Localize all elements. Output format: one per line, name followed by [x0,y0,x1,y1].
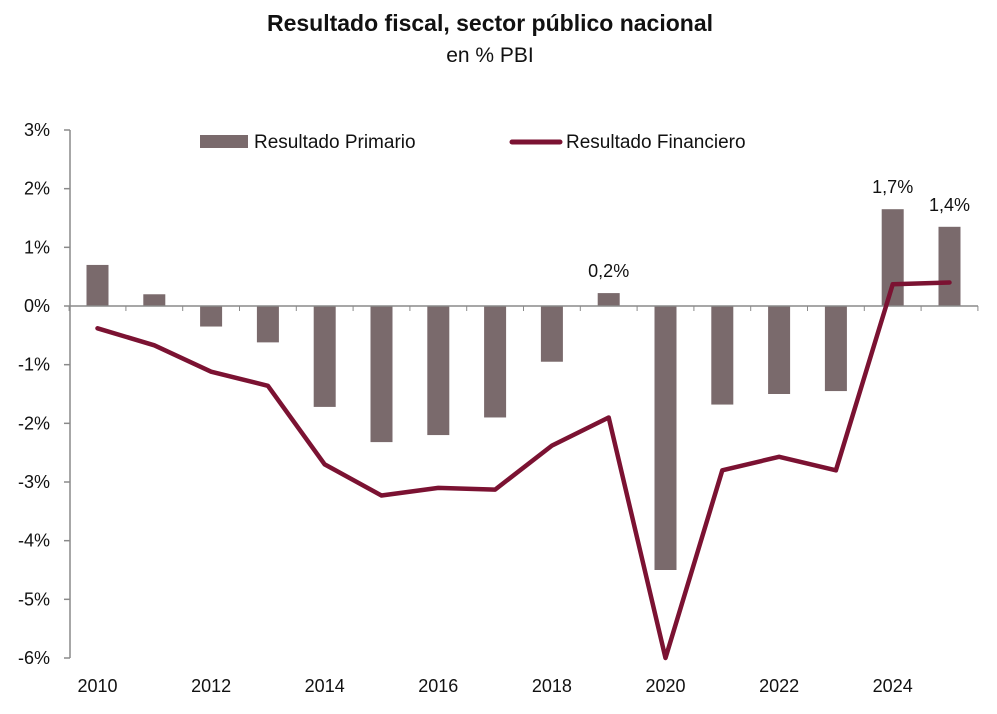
bar [540,306,563,362]
zero-line-group [68,305,979,311]
y-tick-label: 2% [24,179,50,199]
legend: Resultado Primario Resultado Financiero [200,132,746,153]
legend-label-primario: Resultado Primario [254,132,416,153]
y-tick-label: -5% [18,589,50,609]
y-tick-label: 1% [24,237,50,257]
bar [881,209,904,306]
y-tick-label: -2% [18,413,50,433]
data-label: 1,4% [929,195,970,215]
chart-title: Resultado fiscal, sector público naciona… [266,10,714,36]
bar [938,226,961,306]
bar [654,306,677,570]
data-label: 0,2% [588,261,629,281]
bar [256,306,279,343]
bar [86,264,109,306]
legend-label-financiero: Resultado Financiero [566,132,746,153]
legend-swatch-primario [200,135,248,148]
bar-series [86,209,961,570]
x-tick-label: 2024 [873,676,913,696]
bar [427,306,450,436]
bar [313,306,336,407]
bar [200,306,223,327]
y-tick-label: -6% [18,648,50,668]
x-tick-label: 2010 [77,676,117,696]
y-tick-label: 0% [24,296,50,316]
bar [768,306,791,394]
y-tick-label: -3% [18,472,50,492]
bar [824,306,847,392]
x-tick-label: 2012 [191,676,231,696]
bar [711,306,734,405]
annotations: 0,2% 1,7% 1,4% [588,177,970,281]
line-series [95,280,952,661]
bar [597,293,620,306]
y-tick-label: -4% [18,531,50,551]
bar [143,294,166,306]
y-tick-label: -1% [18,355,50,375]
bar [484,306,507,418]
x-tick-label: 2016 [418,676,458,696]
x-tick-label: 2020 [645,676,685,696]
chart-subtitle: en % PBI [446,44,534,67]
line-financiero [95,280,952,661]
data-label: 1,7% [872,177,913,197]
x-tick-label: 2022 [759,676,799,696]
axes: 3% 2% 1% 0% -1% -2% -3% -4% -5% -6% 2010 2012 2014 20… [18,120,913,696]
y-tick-label: 3% [24,120,50,140]
bar [370,306,393,443]
x-tick-label: 2014 [305,676,345,696]
x-tick-label: 2018 [532,676,572,696]
